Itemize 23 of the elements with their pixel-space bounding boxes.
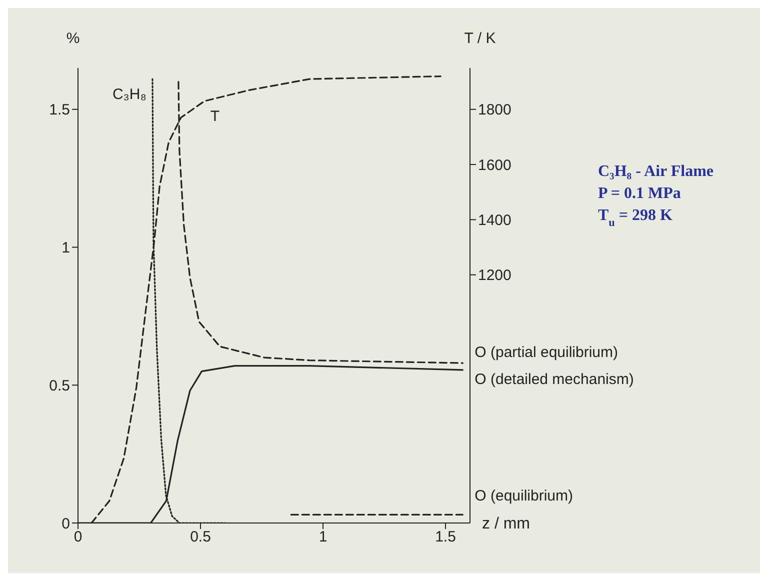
series-label: O (detailed mechanism) xyxy=(474,370,634,388)
y-tick-label: 0.5 xyxy=(49,377,70,394)
series-label: O (partial equilibrium) xyxy=(474,344,618,362)
y-tick-label: 0 xyxy=(62,515,70,532)
text: P = 0.1 MPa xyxy=(598,185,681,202)
x-tick-label: 0.5 xyxy=(190,528,211,546)
text: T$_{u}$ = 298 K xyxy=(598,207,674,229)
y2-axis-title: T / K xyxy=(464,30,496,47)
y-tick-label: 1.5 xyxy=(49,102,70,119)
y2-tick-label: 1800 xyxy=(478,102,512,119)
series-label: T xyxy=(210,108,220,126)
series-label: C₃H₈ xyxy=(112,86,146,104)
x-tick-label: 1 xyxy=(318,528,328,546)
y-tick-label: 1 xyxy=(62,240,70,257)
y2-tick-label: 1400 xyxy=(478,212,512,229)
y2-tick-label: 1600 xyxy=(478,156,512,174)
x-tick-label: 1.5 xyxy=(435,528,456,546)
x-tick-label: 0 xyxy=(74,528,82,546)
text: C₃H₈ - Air Flame xyxy=(598,163,714,180)
series-label: O (equilibrium) xyxy=(474,488,574,505)
y2-tick-label: 1200 xyxy=(478,267,512,284)
x-axis-title: z / mm xyxy=(482,516,530,533)
y-axis-title: % xyxy=(66,30,80,47)
